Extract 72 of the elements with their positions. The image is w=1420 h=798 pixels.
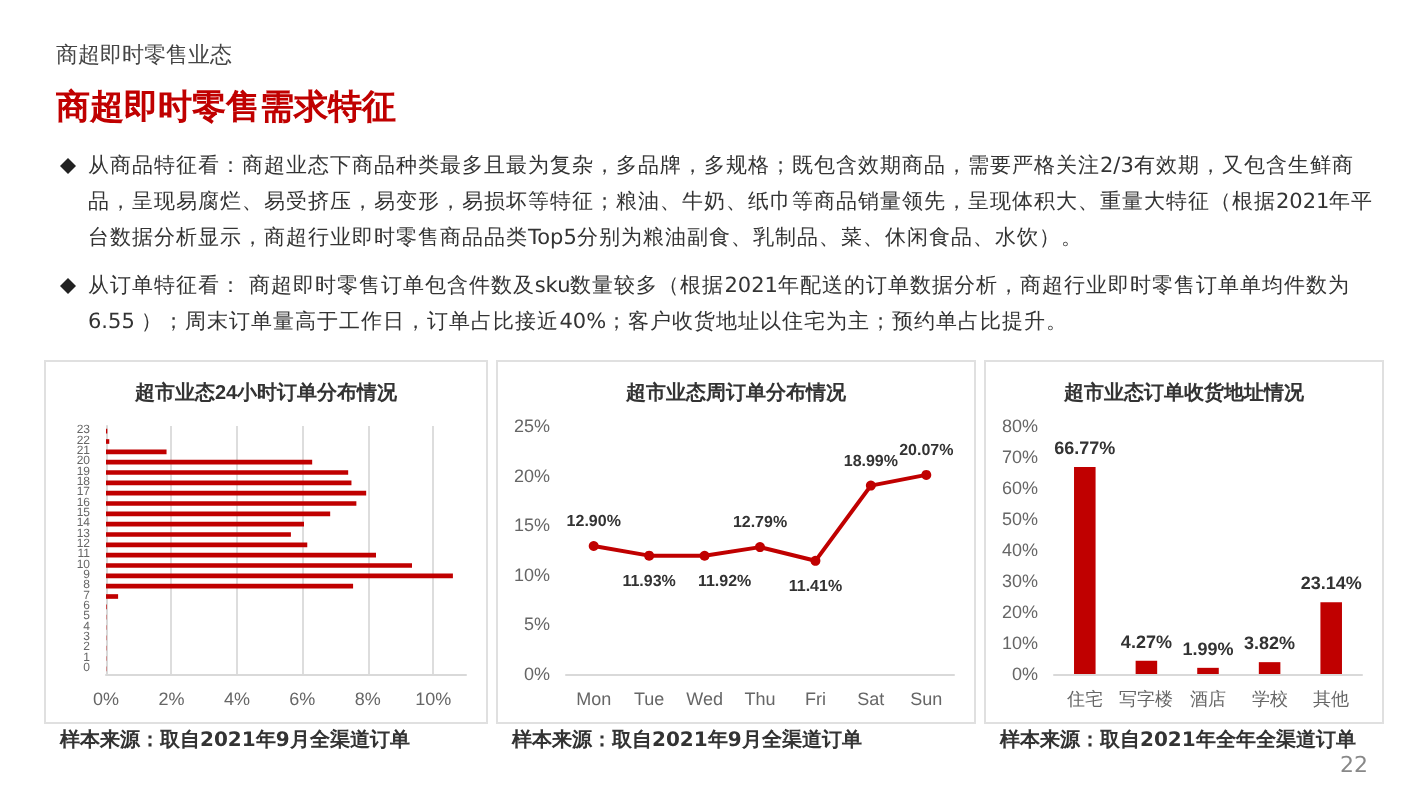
point bbox=[810, 555, 821, 566]
point bbox=[921, 469, 932, 480]
chart-title: 超市业态24小时订单分布情况 bbox=[132, 381, 400, 405]
point bbox=[755, 542, 765, 553]
y-tick-label: 20% bbox=[513, 465, 550, 486]
y-tick-label: 15% bbox=[513, 515, 550, 536]
x-tick-label: 2% bbox=[158, 689, 185, 709]
data-label: 20.07% bbox=[899, 440, 954, 459]
bar bbox=[106, 470, 349, 475]
point bbox=[644, 550, 655, 561]
y-tick-label: 5% bbox=[523, 614, 550, 635]
x-tick-label: Sat bbox=[857, 689, 886, 709]
y-tick-label: 10% bbox=[513, 564, 550, 585]
data-label: 3.82% bbox=[1244, 633, 1296, 654]
bar bbox=[106, 501, 357, 506]
chart-title: 超市业态周订单分布情况 bbox=[624, 381, 848, 405]
bar bbox=[1074, 467, 1096, 674]
y-tick-label: 40% bbox=[1001, 540, 1038, 560]
bar bbox=[1258, 662, 1281, 674]
x-tick-label: 酒店 bbox=[1190, 689, 1226, 709]
x-tick-label: Wed bbox=[686, 689, 723, 709]
bar bbox=[106, 563, 412, 568]
point bbox=[699, 550, 710, 561]
x-tick-label: 6% bbox=[289, 689, 316, 709]
data-label: 12.90% bbox=[566, 512, 621, 531]
bar bbox=[106, 594, 119, 599]
data-label: 11.92% bbox=[697, 571, 752, 590]
point bbox=[588, 541, 599, 552]
data-label: 11.41% bbox=[788, 576, 843, 595]
text: 商超即时零售需求特征 bbox=[56, 86, 396, 130]
y-tick-label: 0% bbox=[523, 664, 550, 684]
y-tick-label: 30% bbox=[1001, 571, 1038, 591]
text: 从订单特征看： 商超即时零售订单包含件数及sku数量较多（根据2021年配送的订单数据分析，商超行业即时零售订单单均件数为6.55 ）；周末订单量高于工作日，订单占比接近40%；客户收货地址以住宅为主；预约单占比提升。 bbox=[86, 272, 1352, 338]
text: 从商品特征看：商超业态下商品种类最多且最为复杂，多品牌，多规格；既包含效期商品，需要严格关注2/3有效期，又包含生鲜商品，呈现易腐烂、易受挤压，易变形，易损坏等特征；粮油、牛奶、纸巾等商品销量领先，呈现体积大、重量大特征（根据2021年平台数据分析显示，商超行业即时零售商品品类Top5分别为粮油副食、乳制品、菜、休闲食品、水饮）。 bbox=[86, 152, 1376, 254]
bar bbox=[1320, 602, 1342, 674]
chart-title: 超市业态订单收货地址情况 bbox=[1062, 381, 1306, 405]
data-label: 23.14% bbox=[1300, 573, 1362, 594]
x-tick-label: 4% bbox=[223, 689, 250, 709]
x-tick-label: 写字楼 bbox=[1119, 689, 1174, 709]
y-tick-label: 20% bbox=[1001, 602, 1038, 622]
bar bbox=[1197, 667, 1219, 674]
y-tick-label: 25% bbox=[513, 416, 550, 436]
data-label: 4.27% bbox=[1120, 631, 1172, 652]
text: 样本来源：取自2021年全年全渠道订单 bbox=[1000, 727, 1356, 754]
text: 样本来源：取自2021年9月全渠道订单 bbox=[512, 727, 862, 754]
x-tick-label: Fri bbox=[804, 689, 826, 709]
x-tick-label: Tue bbox=[633, 689, 665, 709]
x-tick-label: 10% bbox=[415, 689, 452, 709]
text: 商超即时零售业态 bbox=[56, 40, 232, 70]
data-label: 12.79% bbox=[732, 513, 788, 532]
data-label: 11.93% bbox=[622, 571, 676, 590]
y-tick-label: 50% bbox=[1001, 509, 1038, 529]
bar bbox=[106, 532, 291, 537]
y-tick-label: 80% bbox=[1001, 416, 1038, 436]
point bbox=[865, 480, 876, 491]
y-tick-label: 0% bbox=[1011, 664, 1038, 684]
text: 样本来源：取自2021年9月全渠道订单 bbox=[60, 727, 410, 754]
data-label: 18.99% bbox=[843, 451, 898, 470]
bar bbox=[1135, 660, 1158, 674]
x-tick-label: Sun bbox=[910, 689, 943, 709]
y-tick-label: 60% bbox=[1001, 478, 1038, 498]
data-label: 66.77% bbox=[1054, 438, 1116, 459]
data-label: 1.99% bbox=[1182, 638, 1234, 659]
text: 22 bbox=[1340, 752, 1368, 778]
x-tick-label: 住宅 bbox=[1066, 689, 1103, 709]
x-tick-label: Thu bbox=[744, 689, 776, 709]
x-tick-label: Mon bbox=[576, 689, 612, 709]
x-tick-label: 学校 bbox=[1251, 689, 1288, 709]
x-tick-label: 8% bbox=[354, 689, 381, 709]
y-tick-label: 10% bbox=[1001, 633, 1038, 653]
x-tick-label: 其他 bbox=[1313, 689, 1350, 709]
y-tick-label: 70% bbox=[1001, 447, 1038, 467]
